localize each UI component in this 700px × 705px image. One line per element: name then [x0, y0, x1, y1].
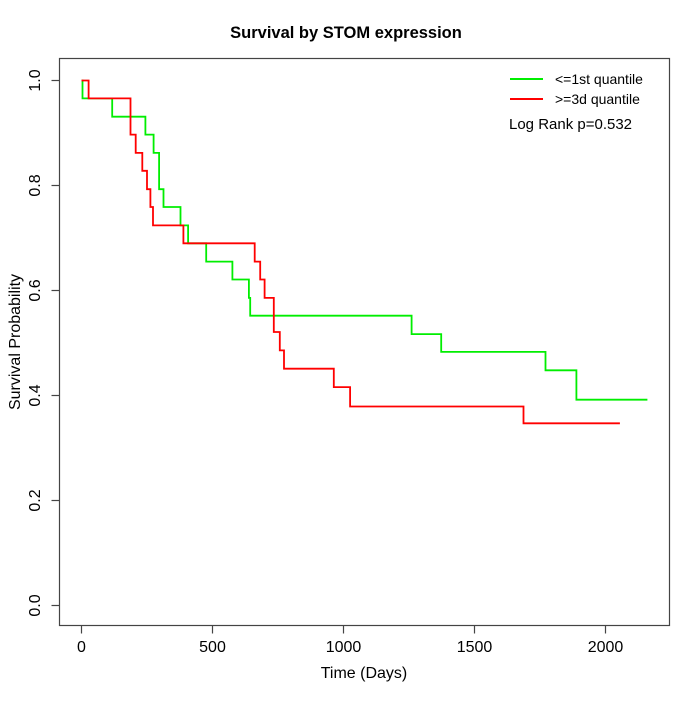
x-axis-title: Time (Days)	[321, 665, 408, 682]
x-tick-label: 500	[199, 639, 226, 656]
y-tick-label: 0.8	[27, 174, 44, 196]
plot-box	[58, 57, 671, 627]
x-tick-label: 2000	[588, 639, 624, 656]
y-tick-label: 0.4	[27, 384, 44, 406]
y-tick-label: 0.0	[27, 594, 44, 616]
y-axis-title: Survival Probability	[7, 274, 24, 410]
log-rank-annotation: Log Rank p=0.532	[509, 116, 632, 133]
survival-curves	[81, 79, 648, 425]
x-tick-label: 1000	[326, 639, 362, 656]
x-axis: 0 500 1000 1500 2000	[77, 625, 624, 656]
y-axis: 0.0 0.2 0.4 0.6 0.8 1.0	[27, 69, 60, 617]
x-tick-label: 0	[77, 639, 86, 656]
x-tick-label: 1500	[457, 639, 493, 656]
survival-curve	[81, 79, 620, 425]
legend-label-third-quantile: >=3d quantile	[555, 91, 640, 107]
y-tick-label: 1.0	[27, 69, 44, 91]
legend-label-first-quantile: <=1st quantile	[555, 71, 643, 87]
y-tick-label: 0.6	[27, 279, 44, 301]
y-tick-label: 0.2	[27, 489, 44, 511]
legend: <=1st quantile >=3d quantile Log Rank p=…	[509, 71, 643, 133]
chart-title: Survival by STOM expression	[230, 24, 462, 42]
